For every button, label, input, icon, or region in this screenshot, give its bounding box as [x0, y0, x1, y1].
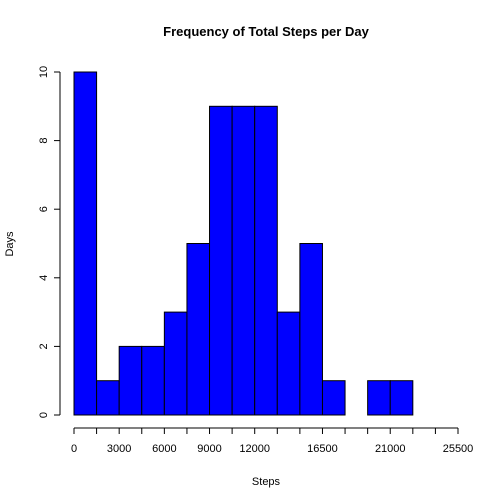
- bar: [276, 311, 301, 416]
- bar: [141, 345, 165, 416]
- bar: [73, 71, 98, 416]
- y-tick-label: 4: [38, 275, 50, 281]
- bar: [96, 380, 120, 416]
- bar: [209, 105, 233, 416]
- x-tick-label: 12000: [239, 443, 270, 455]
- x-axis-label: Steps: [252, 476, 281, 488]
- x-tick-label: 3000: [107, 443, 131, 455]
- bar: [231, 105, 256, 416]
- chart-title: Frequency of Total Steps per Day: [163, 24, 369, 39]
- y-axis-label: Days: [4, 231, 16, 257]
- bar: [118, 345, 143, 416]
- y-tick-label: 8: [38, 138, 50, 144]
- y-tick-label: 0: [38, 412, 50, 418]
- x-tick-label: 16500: [307, 443, 338, 455]
- bar: [254, 105, 278, 416]
- x-tick-label: 25500: [443, 443, 474, 455]
- bar: [367, 380, 391, 416]
- x-tick-label: 0: [71, 443, 77, 455]
- bar: [299, 243, 323, 416]
- x-tick-label: 6000: [152, 443, 176, 455]
- y-tick-label: 2: [38, 343, 50, 349]
- y-tick-label: 10: [38, 66, 50, 78]
- bar: [321, 380, 346, 416]
- x-tick-label: 21000: [375, 443, 406, 455]
- bar: [389, 380, 414, 416]
- y-tick-label: 6: [38, 206, 50, 212]
- bar: [186, 243, 211, 416]
- bar: [163, 311, 188, 416]
- x-tick-label: 9000: [197, 443, 221, 455]
